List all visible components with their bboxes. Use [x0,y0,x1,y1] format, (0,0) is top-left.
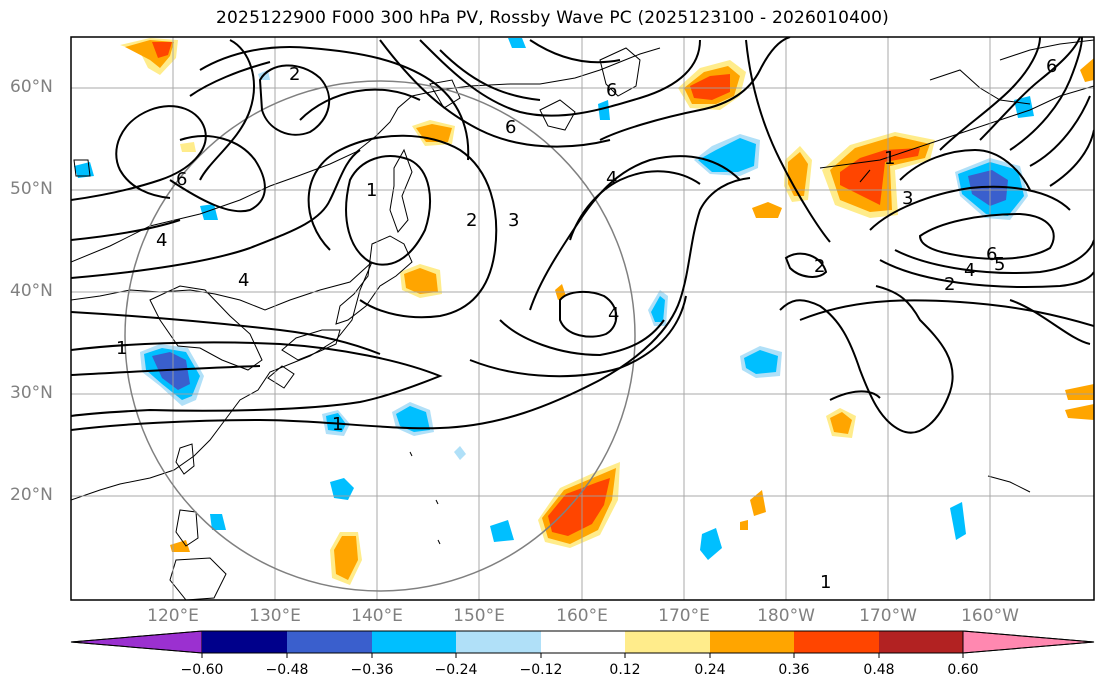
colorbar-tick-label: −0.12 [519,662,563,678]
colorbar-tick-label: 0.36 [778,662,810,678]
colorbar-tick-label: 0.48 [863,662,895,678]
contour-label: 6 [986,244,997,265]
contour-labels: 2 6 6 4 4 1 1 2 3 1 6 4 4 1 2 3 6 5 4 2 … [116,56,1057,593]
colorbar-segment [456,631,541,653]
contour-label: 1 [820,572,831,593]
reference-circle [124,80,636,592]
colorbar-segment [287,631,372,653]
contour-label: 1 [366,180,377,201]
gridlines [71,37,1094,600]
contour-label: 6 [176,169,187,190]
map-title: 2025122900 F000 300 hPa PV, Rossby Wave … [216,8,889,28]
contour-label: 3 [902,188,913,209]
colorbar-tick-label: −0.24 [434,662,478,678]
colorbar-extend-high [962,630,1095,654]
positive-anomaly-blob [330,532,362,585]
lon-label-130e: 130°E [249,606,301,626]
contour-label: 2 [289,64,300,85]
contour-label: 6 [606,80,617,101]
lon-label-150e: 150°E [453,606,505,626]
lon-label-140e: 140°E [351,606,403,626]
contour-label: 1 [332,414,343,435]
contour-label: 1 [884,148,895,169]
positive-anomaly-blob [538,462,620,548]
plot-frame [70,36,1095,601]
colorbar-tick-label: −0.60 [180,662,224,678]
colorbar-segment [372,631,456,653]
lat-label-60n: 60°N [10,77,53,97]
lon-label-170w: 170°W [859,606,917,626]
colorbar-tick-label: −0.48 [265,662,309,678]
positive-anomaly-blob [400,264,442,298]
lon-label-120e: 120°E [147,606,199,626]
colorbar-segment [541,631,625,653]
lat-label-30n: 30°N [10,383,53,403]
contour-label: 2 [466,210,477,231]
contour-label: 3 [508,210,519,231]
lon-label-180w: 180°W [757,606,815,626]
contour-label: 6 [505,117,516,138]
lat-label-20n: 20°N [10,485,53,505]
colorbar-tick-label: 0.12 [609,662,641,678]
colorbar-tick-label: −0.36 [350,662,394,678]
colorbar-segment [794,631,879,653]
contour-label: 2 [814,256,825,277]
contour-label: 4 [608,304,619,325]
pv-contours [71,37,1094,434]
contour-label: 2 [944,274,955,295]
positive-anomaly-blob [678,60,746,110]
contour-label: 4 [156,230,167,251]
positive-anomaly-blob [822,132,935,218]
positive-anomaly-blob [170,58,1094,552]
colorbar-tick-label: 0.24 [694,662,726,678]
contour-label: 4 [964,260,975,281]
colorbar [70,630,1095,658]
colorbar-segment [879,631,963,653]
negative-anomaly-blob [140,344,204,406]
colorbar-extend-low [70,630,203,654]
contour-label: 5 [994,254,1005,275]
positive-anomaly-blob [120,38,178,75]
lon-label-160e: 160°E [556,606,608,626]
pv-shading [74,38,1094,585]
colorbar-segment [710,631,794,653]
lon-label-170e: 170°E [658,606,710,626]
positive-anomaly-blob [412,120,455,146]
contour-label: 4 [238,270,249,291]
colorbar-segment [625,631,710,653]
contour-label: 6 [1046,56,1057,77]
lon-label-160w: 160°W [961,606,1019,626]
lat-label-50n: 50°N [10,179,53,199]
negative-anomaly-blob [955,158,1028,220]
colorbar-tick-label: 0.60 [947,662,979,678]
negative-anomaly-blob [694,134,760,176]
colorbar-segment [202,631,287,653]
contour-label: 4 [606,168,617,189]
lat-label-40n: 40°N [10,281,53,301]
contour-label: 1 [116,338,127,359]
